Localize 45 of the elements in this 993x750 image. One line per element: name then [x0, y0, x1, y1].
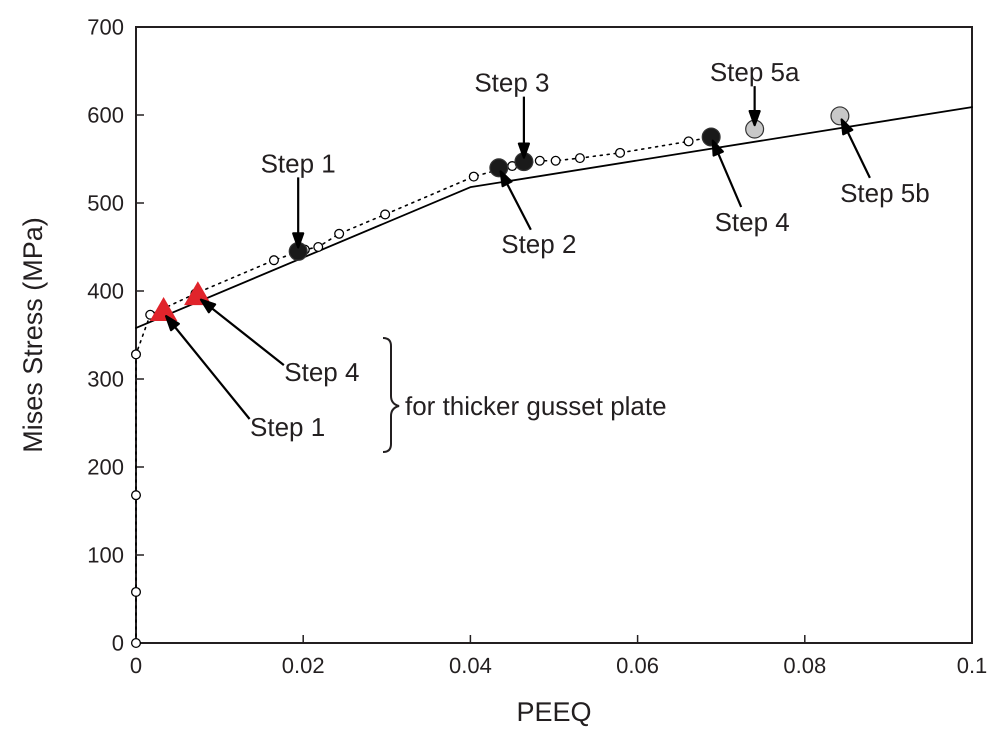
y-axis-title: Mises Stress (MPa)	[18, 217, 48, 453]
annotation: for thicker gusset plate	[405, 391, 667, 421]
point	[130, 349, 142, 360]
point	[130, 586, 142, 597]
point	[288, 242, 308, 261]
y-tick-label: 400	[87, 278, 124, 304]
point	[489, 158, 508, 178]
y-tick-label: 100	[87, 542, 124, 568]
x-tick-label: 0.02	[282, 653, 325, 678]
x-axis-title: PEEQ	[516, 697, 592, 727]
annotation: Step 2	[501, 228, 576, 259]
point	[514, 152, 534, 172]
y-tick-label: 200	[87, 454, 124, 480]
annotation: Step 4	[714, 207, 790, 237]
x-tick-label: 0.08	[783, 653, 826, 678]
point	[830, 106, 850, 126]
point	[468, 172, 479, 182]
y-tick-label: 500	[87, 190, 124, 216]
x-tick-label: 0.1	[956, 653, 988, 678]
annotation: Step 3	[474, 68, 550, 98]
y-tick-label: 700	[87, 14, 124, 40]
annotation: Step 4	[284, 357, 360, 388]
point	[268, 255, 279, 266]
point	[550, 156, 561, 166]
x-tick-label: 0	[130, 653, 142, 678]
y-tick-label: 600	[87, 102, 124, 128]
point	[334, 228, 344, 239]
point	[534, 156, 545, 166]
annotation: Step 1	[250, 412, 326, 442]
y-tick-label: 0	[112, 630, 124, 656]
annotation: Step 5a	[710, 57, 800, 88]
point	[684, 136, 694, 146]
point	[574, 153, 585, 164]
point	[702, 127, 721, 147]
point	[313, 242, 324, 252]
y-tick-label: 300	[87, 366, 124, 392]
point	[380, 209, 390, 220]
point	[745, 120, 764, 139]
point	[130, 490, 142, 500]
x-tick-label: 0.04	[448, 653, 492, 678]
point	[130, 638, 142, 648]
annotation: Step 5b	[840, 178, 930, 208]
annotation: Step 1	[260, 148, 336, 178]
x-tick-label: 0.06	[616, 653, 660, 678]
point	[615, 148, 626, 158]
